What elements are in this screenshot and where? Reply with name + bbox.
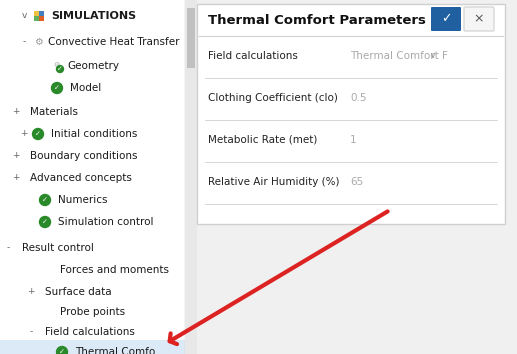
Text: Convective Heat Transfer: Convective Heat Transfer [48, 37, 179, 47]
Text: ×: × [474, 12, 484, 25]
Text: -: - [29, 327, 33, 337]
Text: ✓: ✓ [59, 349, 65, 354]
Text: Surface data: Surface data [45, 287, 112, 297]
Text: v: v [21, 11, 27, 21]
Text: Result control: Result control [22, 243, 94, 253]
Text: Numerics: Numerics [58, 195, 108, 205]
FancyBboxPatch shape [0, 0, 185, 354]
Text: 65: 65 [350, 177, 363, 187]
Text: Field calculations: Field calculations [208, 51, 298, 61]
Text: ⚙: ⚙ [53, 62, 59, 68]
Text: Thermal Comfort Parameters 1: Thermal Comfort Parameters 1 [208, 13, 439, 27]
Bar [34, 11, 39, 16]
Text: ✓: ✓ [57, 66, 63, 72]
Circle shape [56, 65, 64, 73]
Circle shape [33, 129, 43, 139]
Circle shape [56, 347, 68, 354]
Circle shape [39, 194, 51, 206]
Text: Forces and moments: Forces and moments [60, 265, 169, 275]
Text: 0.5: 0.5 [350, 93, 367, 103]
Text: Simulation control: Simulation control [58, 217, 154, 227]
Text: +: + [20, 130, 28, 138]
Text: SIMULATIONS: SIMULATIONS [51, 11, 136, 21]
Text: ⚙: ⚙ [34, 37, 42, 47]
Text: Initial conditions: Initial conditions [51, 129, 138, 139]
Circle shape [39, 217, 51, 228]
Text: +: + [12, 108, 20, 116]
FancyBboxPatch shape [431, 7, 461, 31]
Bar [185, 0, 517, 354]
Circle shape [52, 82, 63, 93]
Text: Thermal Comfo...: Thermal Comfo... [75, 347, 165, 354]
Text: Relative Air Humidity (%): Relative Air Humidity (%) [208, 177, 340, 187]
Text: ✓: ✓ [54, 85, 60, 91]
Text: ∨: ∨ [430, 51, 436, 61]
Text: Materials: Materials [30, 107, 78, 117]
Text: Boundary conditions: Boundary conditions [30, 151, 138, 161]
Text: Model: Model [70, 83, 101, 93]
Text: +: + [12, 152, 20, 160]
Text: Geometry: Geometry [67, 61, 119, 71]
Bar [0, 340, 185, 354]
Text: Advanced concepts: Advanced concepts [30, 173, 132, 183]
Bar [187, 8, 195, 68]
Text: ✓: ✓ [42, 197, 48, 203]
Bar [34, 16, 39, 21]
Text: Metabolic Rate (met): Metabolic Rate (met) [208, 135, 317, 145]
Text: 1: 1 [350, 135, 357, 145]
Text: -: - [22, 38, 26, 46]
Bar [39, 16, 44, 21]
Text: +: + [12, 173, 20, 183]
Text: ✓: ✓ [441, 12, 451, 25]
Text: Thermal Comfort F: Thermal Comfort F [350, 51, 448, 61]
Text: -: - [6, 244, 10, 252]
Text: Clothing Coefficient (clo): Clothing Coefficient (clo) [208, 93, 338, 103]
FancyBboxPatch shape [197, 4, 505, 224]
Text: Field calculations: Field calculations [45, 327, 135, 337]
Text: ✓: ✓ [42, 219, 48, 225]
Bar [185, 0, 197, 354]
Bar [39, 11, 44, 16]
FancyBboxPatch shape [464, 7, 494, 31]
Text: Probe points: Probe points [60, 307, 125, 317]
Text: ✓: ✓ [35, 131, 41, 137]
Text: +: + [27, 287, 35, 297]
